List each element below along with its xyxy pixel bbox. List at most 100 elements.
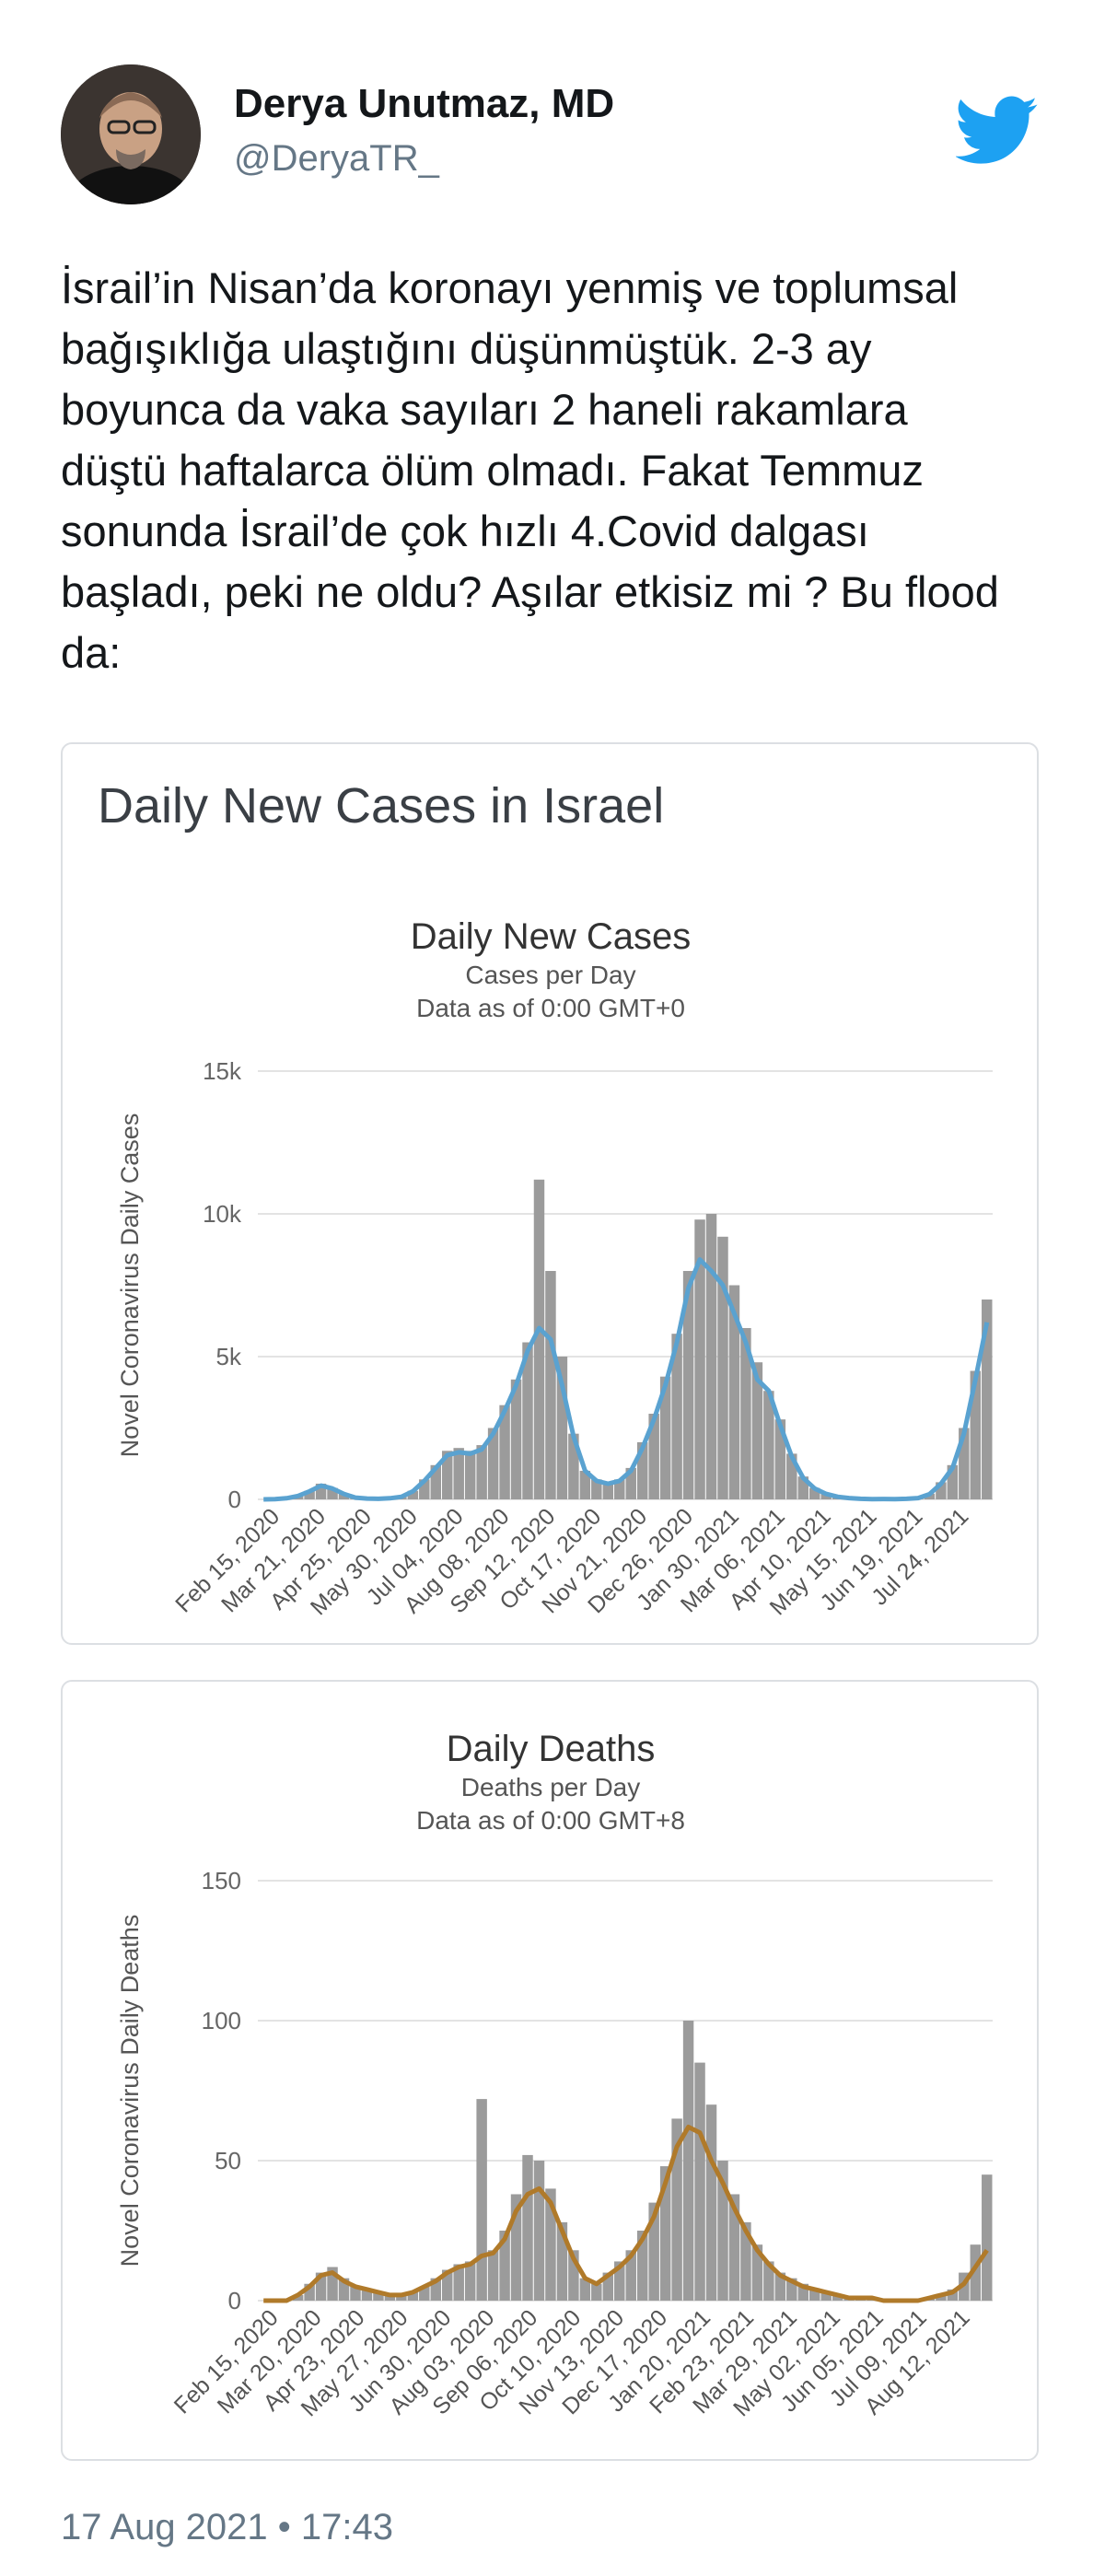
chart-bar — [361, 2289, 373, 2301]
chart-bar — [579, 2278, 591, 2301]
chart-bar — [797, 1476, 808, 1499]
chart-bar — [556, 1357, 568, 1499]
chart-bar — [970, 2244, 982, 2301]
chart-bar — [982, 2174, 993, 2301]
chart-bar — [315, 1483, 327, 1499]
twitter-bird-icon[interactable] — [954, 96, 1039, 166]
tweet-timestamp[interactable]: 17 Aug 2021 • 17:43 — [61, 2507, 393, 2547]
y-tick-label: 100 — [202, 2007, 241, 2034]
chart-bar — [533, 1179, 545, 1499]
chart-bar — [820, 2291, 832, 2301]
chart-bar — [959, 1428, 970, 1499]
chart-bar — [809, 2289, 820, 2301]
chart-bar — [625, 2250, 636, 2301]
chart-subtitle-2: Data as of 0:00 GMT+0 — [416, 994, 685, 1022]
chart-bar — [705, 2104, 717, 2301]
chart-bar — [936, 2294, 947, 2301]
chart-bar — [763, 1391, 774, 1499]
chart-bar — [740, 2221, 751, 2301]
chart-bar — [338, 2278, 350, 2301]
chart-bar — [970, 1370, 982, 1499]
chart-bar — [614, 2261, 625, 2301]
chart-bar — [568, 2250, 579, 2301]
y-tick-label: 0 — [228, 2287, 241, 2314]
chart-bar — [717, 1236, 728, 1499]
author-handle[interactable]: @DeryaTR_ — [234, 138, 439, 179]
avatar-image — [61, 64, 201, 204]
chart-bar — [327, 2267, 338, 2301]
chart-bar — [717, 2161, 728, 2301]
chart-bar — [476, 1445, 487, 1499]
chart-bar — [682, 1271, 694, 1499]
chart-bar — [786, 2278, 797, 2301]
chart-bar — [763, 2261, 774, 2301]
chart-bar — [533, 2161, 545, 2301]
chart-bar — [442, 2269, 453, 2301]
chart-bar — [487, 2250, 499, 2301]
chart-bar — [338, 1493, 350, 1499]
chart-bar — [545, 1271, 556, 1499]
chart-subtitle: Cases per Day — [465, 961, 635, 989]
y-tick-label: 15k — [203, 1057, 242, 1085]
chart-bar — [464, 2261, 476, 2301]
chart-bar — [832, 2294, 843, 2301]
chart-bar — [602, 2272, 614, 2301]
chart-bar — [545, 2188, 556, 2301]
moving-average-line — [263, 2125, 989, 2303]
chart-title: Daily New Cases — [411, 916, 692, 957]
y-tick-label: 5k — [216, 1343, 242, 1370]
chart-bar — [453, 1448, 464, 1499]
y-tick-label: 150 — [202, 1867, 241, 1894]
chart-bar — [636, 2231, 648, 2301]
chart-bar — [625, 1467, 636, 1499]
y-tick-label: 0 — [228, 1486, 241, 1513]
chart-bar — [751, 1362, 763, 1499]
chart-bar — [728, 1285, 740, 1499]
chart-bar — [487, 1428, 499, 1499]
moving-average-line — [263, 1257, 990, 1502]
chart-card-deaths[interactable]: Daily Deaths Deaths per Day Data as of 0:0… — [61, 1680, 1039, 2461]
chart-bar — [522, 1342, 533, 1499]
y-tick-label: 50 — [215, 2147, 241, 2174]
chart-bar — [430, 2278, 441, 2301]
chart-bar — [648, 1414, 659, 1499]
chart-bar — [522, 2154, 533, 2301]
author-name[interactable]: Derya Unutmaz, MD — [234, 81, 615, 126]
chart-bar — [464, 1451, 476, 1499]
chart-card-cases[interactable]: Daily New Cases in Israel Daily New Case… — [61, 742, 1039, 1645]
chart-bar — [315, 2272, 327, 2301]
daily-deaths-chart: Daily Deaths Deaths per Day Data as of 0:0… — [116, 1729, 993, 2421]
chart-bar — [947, 1464, 959, 1499]
chart-bar — [442, 1451, 453, 1499]
chart-bar — [304, 2283, 315, 2301]
chart-bar — [350, 2286, 361, 2301]
chart-bar — [327, 1487, 338, 1499]
chart-bar — [499, 2231, 510, 2301]
chart-bar — [694, 1219, 705, 1499]
chart-bar — [659, 2166, 671, 2301]
tweet-text: İsrail’in Nisan’da koronayı yenmiş ve to… — [61, 263, 999, 677]
chart-bar — [797, 2283, 808, 2301]
chart-bar — [636, 1442, 648, 1499]
chart-bar — [809, 1487, 820, 1499]
chart-bar — [936, 1482, 947, 1499]
chart-bar — [499, 1405, 510, 1499]
y-axis-label: Novel Coronavirus Daily Deaths — [116, 1915, 144, 2267]
card-heading: Daily New Cases in Israel — [98, 778, 665, 833]
chart-bar — [728, 2194, 740, 2301]
daily-cases-chart: Daily New Cases Cases per Day Data as of 0… — [116, 916, 993, 1620]
chart-bar — [568, 1433, 579, 1499]
chart-bar — [430, 1464, 441, 1499]
chart-bar — [947, 2289, 959, 2301]
chart-bar — [671, 1334, 682, 1499]
chart-bar — [384, 2294, 396, 2301]
chart-bar — [579, 1471, 591, 1499]
chart-bar — [694, 2062, 705, 2301]
chart-bar — [591, 1479, 602, 1499]
chart-bar — [476, 2099, 487, 2301]
chart-bar — [453, 2264, 464, 2301]
avatar[interactable] — [61, 64, 201, 204]
chart-bar — [602, 1482, 614, 1499]
chart-title: Daily Deaths — [447, 1729, 656, 1769]
chart-bar — [648, 2202, 659, 2301]
